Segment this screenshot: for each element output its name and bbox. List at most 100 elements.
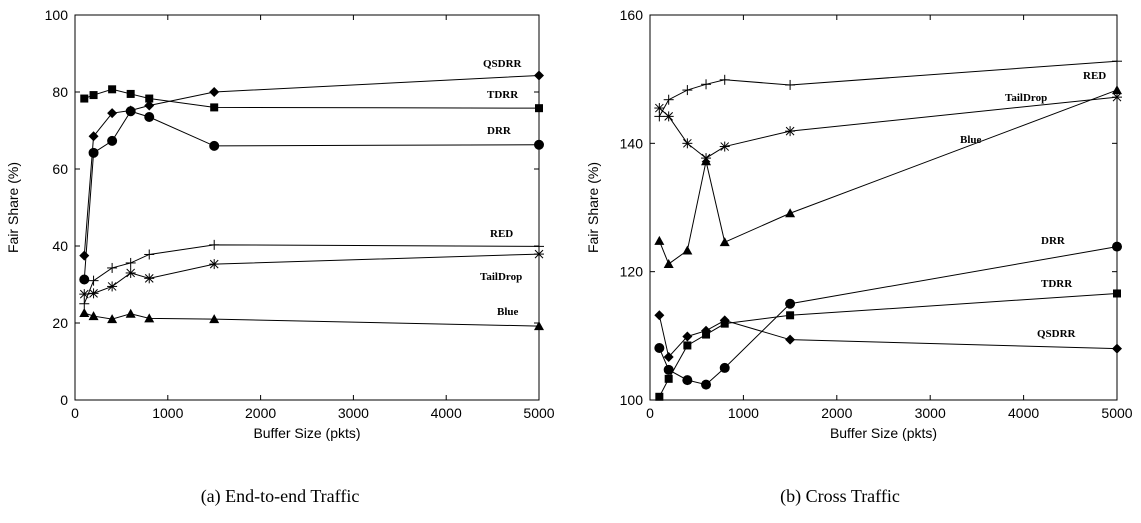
data-point-taildrop (785, 126, 796, 137)
x-tick-label: 1000 (152, 405, 183, 421)
series-tdrr: TDRR (80, 85, 543, 113)
data-point-taildrop (107, 281, 118, 292)
data-point-drr (107, 135, 118, 146)
data-point-red (1112, 56, 1122, 67)
series-label-tdrr: TDRR (487, 89, 519, 101)
data-point-red (682, 85, 693, 96)
data-point-drr (125, 106, 136, 117)
data-point-blue (654, 235, 665, 245)
data-point-tdrr (786, 311, 795, 320)
series-line-red (83, 244, 540, 304)
data-point-blue (88, 311, 99, 321)
series-qsdrr: QSDRR (79, 58, 544, 261)
data-point-qsdrr (144, 100, 155, 111)
x-tick-label: 3000 (915, 405, 946, 421)
data-point-drr (144, 112, 155, 123)
x-tick-label: 3000 (338, 405, 369, 421)
data-point-blue (144, 313, 155, 323)
x-tick-label: 4000 (431, 405, 462, 421)
data-point-qsdrr (107, 108, 118, 119)
data-point-blue (107, 314, 118, 324)
data-point-blue (682, 245, 693, 255)
series-qsdrr: QSDRR (654, 310, 1122, 363)
data-point-drr (719, 362, 730, 373)
series-taildrop: TailDrop (79, 249, 544, 300)
data-point-red (701, 79, 712, 90)
data-point-blue (534, 321, 544, 331)
series-line-tdrr (658, 292, 1118, 398)
chart-cross-traffic: 0 1000 2000 3000 4000 5000 100 120 140 160 Buffer … (585, 7, 1133, 441)
data-point-drr (1112, 241, 1122, 252)
data-point-qsdrr (701, 325, 712, 336)
data-point-tdrr (683, 341, 692, 350)
series-line-red (658, 60, 1118, 117)
y-tick-label: 120 (620, 264, 644, 280)
series-label-drr: DRR (1041, 235, 1066, 247)
x-tick-label: 5000 (1101, 405, 1132, 421)
series-drr: DRR (79, 106, 544, 285)
data-point-blue (1112, 85, 1122, 95)
data-point-blue (663, 258, 674, 268)
marker-star-d2 (107, 282, 117, 291)
data-point-qsdrr (209, 87, 220, 97)
data-point-taildrop (663, 111, 674, 122)
data-point-taildrop (209, 259, 220, 270)
data-point-tdrr (664, 374, 673, 383)
marker-star-d2 (534, 249, 544, 259)
marker-star-d2 (720, 142, 730, 151)
marker-star-d2 (89, 289, 98, 298)
x-tick-label: 0 (71, 405, 79, 421)
data-point-drr (682, 375, 693, 386)
data-point-drr (79, 274, 90, 285)
data-point-tdrr (210, 103, 219, 112)
data-point-red (719, 74, 730, 85)
data-point-qsdrr (785, 334, 796, 345)
series-label-red: RED (1083, 70, 1106, 82)
data-point-qsdrr (663, 352, 674, 363)
data-point-red (663, 94, 674, 105)
data-point-drr (663, 364, 674, 375)
y-tick-label: 40 (52, 238, 68, 254)
data-point-red (88, 275, 99, 286)
x-tick-label: 2000 (821, 405, 852, 421)
data-point-blue (125, 308, 136, 318)
series-label-red: RED (490, 228, 513, 240)
data-point-blue (209, 314, 220, 324)
y-tick-label: 100 (620, 392, 644, 408)
marker-star-d2 (664, 112, 674, 121)
data-point-tdrr (108, 85, 117, 94)
series-label-qsdrr: QSDRR (483, 58, 523, 70)
data-point-red (144, 249, 155, 260)
data-point-blue (719, 237, 730, 247)
marker-star-d2 (126, 268, 136, 278)
x-tick-label: 4000 (1008, 405, 1039, 421)
data-point-tdrr (126, 89, 135, 98)
data-point-taildrop (79, 289, 90, 300)
data-point-taildrop (88, 288, 99, 299)
series-taildrop: TailDrop (654, 92, 1122, 164)
data-point-taildrop (682, 138, 693, 149)
data-point-tdrr (89, 91, 98, 100)
data-point-qsdrr (79, 250, 90, 261)
series-drr: DRR (654, 235, 1122, 390)
x-tick-label: 0 (646, 405, 654, 421)
data-point-drr (785, 298, 796, 309)
y-tick-label: 100 (45, 7, 69, 23)
data-point-red (107, 262, 118, 273)
plot-frame (74, 14, 540, 401)
caption-cross-traffic: (b) Cross Traffic (780, 486, 900, 506)
data-point-taildrop (125, 267, 136, 278)
chart-end-to-end-traffic: 0 1000 2000 3000 4000 5000 0 20 40 60 80 100 Buffer … (5, 7, 555, 441)
data-point-taildrop (719, 141, 730, 152)
y-tick-label: 160 (620, 7, 644, 23)
series-label-taildrop: TailDrop (1005, 92, 1047, 104)
caption-end-to-end: (a) End-to-end Traffic (200, 486, 360, 506)
x-tick-label: 5000 (523, 405, 554, 421)
series-red: RED (654, 56, 1122, 122)
data-point-tdrr (1113, 289, 1121, 298)
series-label-tdrr: TDRR (1041, 278, 1073, 290)
x-axis-label: Buffer Size (pkts) (253, 425, 360, 441)
series-blue: Blue (79, 306, 544, 331)
data-point-blue (785, 208, 796, 218)
